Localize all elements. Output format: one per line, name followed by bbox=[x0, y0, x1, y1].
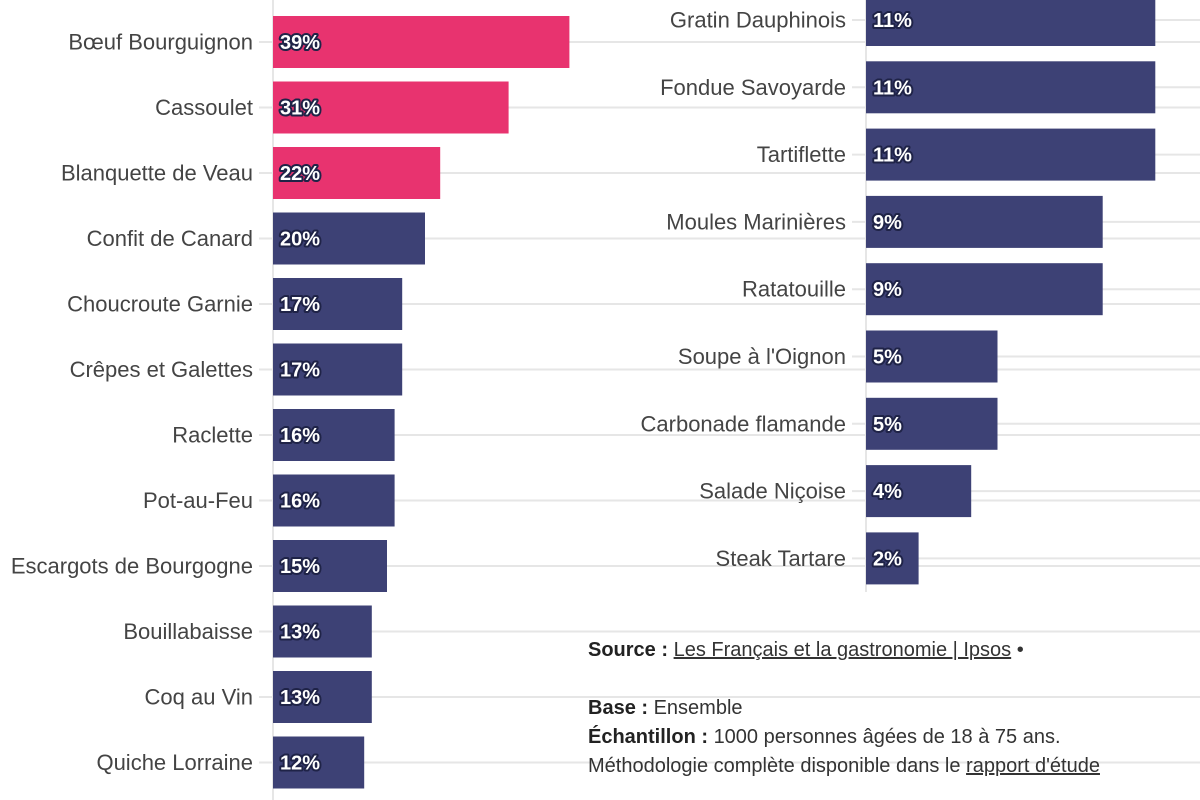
sample-value: 1000 personnes âgées de 18 à 75 ans. bbox=[713, 726, 1061, 748]
right-value-label: 9% bbox=[873, 279, 902, 301]
left-bar bbox=[273, 736, 365, 789]
left-value-label: 13% bbox=[280, 687, 320, 709]
left-value-label: 31% bbox=[280, 98, 320, 120]
chart-notes: Source : Les Français et la gastronomie … bbox=[588, 636, 1188, 781]
right-bar bbox=[866, 128, 1156, 181]
left-value-label: 13% bbox=[280, 622, 320, 644]
right-value-label: 5% bbox=[873, 414, 902, 436]
right-bar bbox=[866, 532, 919, 585]
left-bar bbox=[273, 409, 395, 461]
left-bar bbox=[273, 343, 403, 396]
base-label: Base : bbox=[588, 697, 649, 719]
right-category-label: Tartiflette bbox=[757, 142, 846, 167]
left-bar bbox=[273, 81, 509, 134]
right-value-label: 11% bbox=[873, 145, 912, 167]
left-category-label: Blanquette de Veau bbox=[61, 161, 253, 186]
left-bar bbox=[273, 474, 395, 527]
left-bar bbox=[273, 605, 372, 658]
sample-label: Échantillon : bbox=[588, 726, 708, 748]
left-value-label: 20% bbox=[280, 229, 320, 251]
left-category-label: Bouillabaisse bbox=[123, 619, 253, 644]
left-category-label: Cassoulet bbox=[155, 95, 253, 120]
right-value-label: 11% bbox=[873, 77, 912, 99]
method-line: Méthodologie complète disponible dans le… bbox=[588, 752, 1188, 781]
right-bar bbox=[866, 263, 1103, 316]
source-separator: • bbox=[1016, 639, 1024, 661]
right-category-label: Salade Niçoise bbox=[699, 479, 846, 504]
left-bar bbox=[273, 147, 441, 199]
left-category-label: Coq au Vin bbox=[145, 685, 253, 710]
right-category-label: Moules Marinières bbox=[666, 209, 846, 234]
left-bar bbox=[273, 540, 387, 592]
right-bar bbox=[866, 330, 998, 383]
right-value-label: 11% bbox=[873, 10, 912, 32]
method-link[interactable]: rapport d'étude bbox=[966, 755, 1100, 777]
left-category-label: Confit de Canard bbox=[87, 226, 253, 251]
left-value-label: 16% bbox=[280, 425, 320, 447]
right-bar bbox=[866, 195, 1103, 248]
right-category-label: Soupe à l'Oignon bbox=[678, 344, 846, 369]
left-category-label: Raclette bbox=[172, 423, 253, 448]
left-bar bbox=[273, 212, 425, 265]
right-category-label: Gratin Dauphinois bbox=[670, 8, 846, 33]
left-bar bbox=[273, 16, 570, 68]
right-value-label: 9% bbox=[873, 212, 902, 234]
base-value: Ensemble bbox=[653, 697, 743, 719]
right-value-label: 5% bbox=[873, 347, 902, 369]
right-category-label: Ratatouille bbox=[742, 277, 846, 302]
right-value-label: 2% bbox=[873, 548, 902, 570]
left-value-label: 16% bbox=[280, 491, 320, 513]
left-bar bbox=[273, 278, 403, 330]
left-bar bbox=[273, 671, 372, 723]
left-value-label: 39% bbox=[280, 32, 320, 54]
right-category-label: Steak Tartare bbox=[716, 546, 846, 571]
right-category-label: Fondue Savoyarde bbox=[660, 75, 846, 100]
right-value-label: 4% bbox=[873, 481, 902, 503]
right-bar bbox=[866, 465, 972, 518]
right-category-label: Carbonade flamande bbox=[641, 411, 846, 436]
left-category-label: Quiche Lorraine bbox=[96, 750, 253, 775]
sample-line: Échantillon : 1000 personnes âgées de 18… bbox=[588, 723, 1188, 752]
method-text: Méthodologie complète disponible dans le bbox=[588, 755, 961, 777]
left-category-label: Pot-au-Feu bbox=[143, 488, 253, 513]
right-bar bbox=[866, 397, 998, 450]
right-bar bbox=[866, 0, 1156, 46]
left-value-label: 15% bbox=[280, 556, 320, 578]
left-category-label: Choucroute Garnie bbox=[67, 292, 253, 317]
left-category-label: Bœuf Bourguignon bbox=[68, 30, 253, 55]
source-label: Source : bbox=[588, 639, 669, 661]
base-line: Base : Ensemble bbox=[588, 694, 1188, 723]
left-category-label: Escargots de Bourgogne bbox=[11, 554, 253, 579]
left-category-label: Crêpes et Galettes bbox=[70, 357, 253, 382]
left-value-label: 17% bbox=[280, 294, 320, 316]
source-link[interactable]: Les Français et la gastronomie | Ipsos bbox=[673, 639, 1012, 661]
left-value-label: 22% bbox=[280, 163, 320, 185]
source-line: Source : Les Français et la gastronomie … bbox=[588, 636, 1188, 665]
left-value-label: 17% bbox=[280, 360, 320, 382]
right-bar bbox=[866, 61, 1156, 114]
left-value-label: 12% bbox=[280, 753, 320, 775]
